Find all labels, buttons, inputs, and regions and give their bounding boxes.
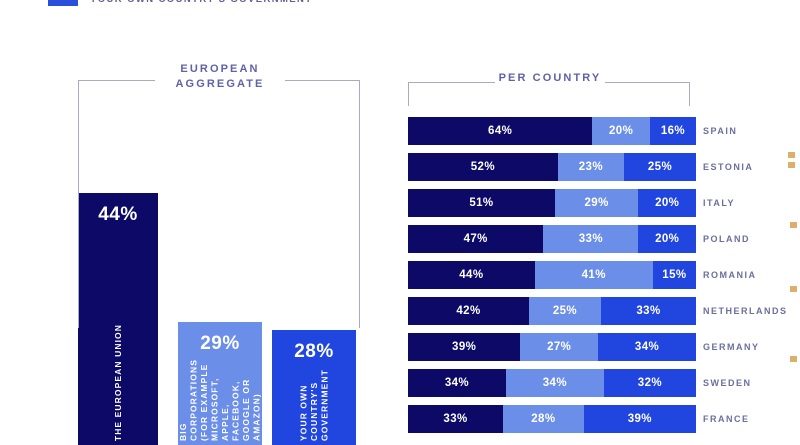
aggregate-bar-value: 44% bbox=[98, 204, 138, 225]
bar-segment: 52% bbox=[408, 153, 558, 181]
european-aggregate-title: EUROPEAN AGGREGATE bbox=[150, 62, 290, 92]
table-row: 34% 34% 32% bbox=[408, 369, 696, 397]
table-row: 51% 29% 20% bbox=[408, 189, 696, 217]
bar-segment: 47% bbox=[408, 225, 544, 253]
bar-segment: 41% bbox=[534, 261, 653, 289]
bar-segment: 25% bbox=[528, 297, 601, 325]
bar-segment-value: 41% bbox=[581, 269, 606, 281]
bar-segment: 27% bbox=[520, 333, 599, 361]
per-country-panel: PER COUNTRY 64% 20% 16% SPAIN 52% 23% 25% ESTON… bbox=[400, 0, 800, 445]
bar-segment-value: 20% bbox=[655, 233, 680, 245]
country-label: SPAIN bbox=[703, 126, 738, 136]
bar-segment: 39% bbox=[408, 333, 521, 361]
country-label: POLAND bbox=[703, 234, 750, 244]
bar-segment: 23% bbox=[557, 153, 624, 181]
bar-segment-value: 39% bbox=[627, 413, 652, 425]
bar-segment-value: 52% bbox=[470, 161, 495, 173]
bar-segment-value: 23% bbox=[578, 161, 603, 173]
country-label: ROMANIA bbox=[703, 270, 757, 280]
aggregate-bar-value: 28% bbox=[294, 341, 334, 362]
table-row: 39% 27% 34% bbox=[408, 333, 696, 361]
aggregate-bar: 44% THE EUROPEAN UNION bbox=[78, 193, 158, 445]
aggregate-bar: 29% BIG CORPORATIONS (FOR EXAMPLE MICROSO… bbox=[178, 322, 262, 445]
country-label: NETHERLANDS bbox=[703, 306, 788, 316]
european-aggregate-panel: EUROPEAN AGGREGATE 44% THE EUROPEAN UNION… bbox=[78, 62, 360, 445]
bar-segment: 33% bbox=[408, 405, 504, 433]
bar-segment-value: 28% bbox=[531, 413, 556, 425]
legend-label-own-government: YOUR OWN COUNTRY'S GOVERNMENT bbox=[90, 0, 312, 5]
bar-segment-value: 15% bbox=[662, 269, 687, 281]
edge-mark-lower bbox=[790, 286, 797, 292]
bar-segment-value: 20% bbox=[655, 197, 680, 209]
aggregate-bar-label: BIG CORPORATIONS (FOR EXAMPLE MICROSOFT,… bbox=[178, 359, 262, 441]
table-row: 42% 25% 33% bbox=[408, 297, 696, 325]
bar-segment: 29% bbox=[554, 189, 639, 217]
bar-segment: 20% bbox=[638, 225, 696, 253]
bar-segment-value: 42% bbox=[456, 305, 481, 317]
country-label: GERMANY bbox=[703, 342, 760, 352]
edge-mark-top bbox=[788, 152, 795, 158]
edge-mark-middle bbox=[790, 222, 797, 228]
european-aggregate-bracket bbox=[78, 80, 360, 328]
bar-segment-value: 34% bbox=[634, 341, 660, 353]
bar-segment-value: 33% bbox=[578, 233, 603, 245]
edge-mark-bottom bbox=[790, 356, 797, 362]
country-label: SWEDEN bbox=[703, 378, 752, 388]
aggregate-bar-label: THE EUROPEAN UNION bbox=[112, 323, 123, 441]
european-aggregate-bracket-gap bbox=[155, 74, 285, 88]
bar-segment-value: 34% bbox=[444, 377, 470, 389]
bar-segment: 16% bbox=[649, 117, 696, 145]
bar-segment-value: 25% bbox=[552, 305, 578, 317]
bar-segment-value: 64% bbox=[488, 125, 513, 137]
european-aggregate-title-line1: EUROPEAN bbox=[180, 63, 260, 75]
country-label: ESTONIA bbox=[703, 162, 754, 172]
bar-segment-value: 16% bbox=[660, 125, 686, 137]
table-row: 47% 33% 20% bbox=[408, 225, 696, 253]
bar-segment: 34% bbox=[505, 369, 604, 397]
bar-segment-value: 27% bbox=[547, 341, 572, 353]
bar-segment-value: 51% bbox=[469, 197, 494, 209]
country-label: FRANCE bbox=[703, 414, 750, 424]
bar-segment: 34% bbox=[408, 369, 506, 397]
edge-mark-upper bbox=[788, 162, 795, 168]
bar-segment: 51% bbox=[408, 189, 555, 217]
bar-segment: 28% bbox=[503, 405, 584, 433]
bar-segment-value: 44% bbox=[459, 269, 484, 281]
aggregate-bar-label: YOUR OWN COUNTRY'S GOVERNMENT bbox=[298, 369, 330, 441]
bar-segment: 33% bbox=[600, 297, 696, 325]
bar-segment: 34% bbox=[598, 333, 696, 361]
bar-segment: 33% bbox=[543, 225, 639, 253]
bar-segment: 42% bbox=[408, 297, 529, 325]
bar-segment: 25% bbox=[623, 153, 696, 181]
bar-segment: 64% bbox=[408, 117, 593, 145]
table-row: 44% 41% 15% bbox=[408, 261, 696, 289]
bar-segment-value: 25% bbox=[647, 161, 673, 173]
table-row: 64% 20% 16% bbox=[408, 117, 696, 145]
per-country-bracket-gap bbox=[495, 76, 605, 90]
country-label: ITALY bbox=[703, 198, 736, 208]
bar-segment: 20% bbox=[592, 117, 650, 145]
bar-segment-value: 33% bbox=[636, 305, 661, 317]
bar-segment-value: 20% bbox=[609, 125, 634, 137]
bar-segment: 39% bbox=[583, 405, 696, 433]
bar-segment-value: 32% bbox=[637, 377, 662, 389]
aggregate-bar-value: 29% bbox=[200, 333, 240, 354]
bar-segment-value: 33% bbox=[443, 413, 468, 425]
legend: YOUR OWN COUNTRY'S GOVERNMENT bbox=[48, 0, 312, 6]
bar-segment-value: 47% bbox=[463, 233, 488, 245]
european-aggregate-title-line2: AGGREGATE bbox=[175, 78, 265, 90]
table-row: 52% 23% 25% bbox=[408, 153, 696, 181]
bar-segment-value: 34% bbox=[542, 377, 567, 389]
bar-segment: 32% bbox=[603, 369, 696, 397]
bar-segment: 44% bbox=[408, 261, 535, 289]
per-country-title: PER COUNTRY bbox=[498, 72, 602, 84]
bar-segment: 15% bbox=[652, 261, 696, 289]
legend-swatch-own-government bbox=[48, 0, 78, 6]
table-row: 33% 28% 39% bbox=[408, 405, 696, 433]
bar-segment-value: 39% bbox=[452, 341, 477, 353]
bar-segment-value: 29% bbox=[584, 197, 609, 209]
bar-segment: 20% bbox=[638, 189, 696, 217]
aggregate-bar: 28% YOUR OWN COUNTRY'S GOVERNMENT bbox=[272, 330, 356, 445]
